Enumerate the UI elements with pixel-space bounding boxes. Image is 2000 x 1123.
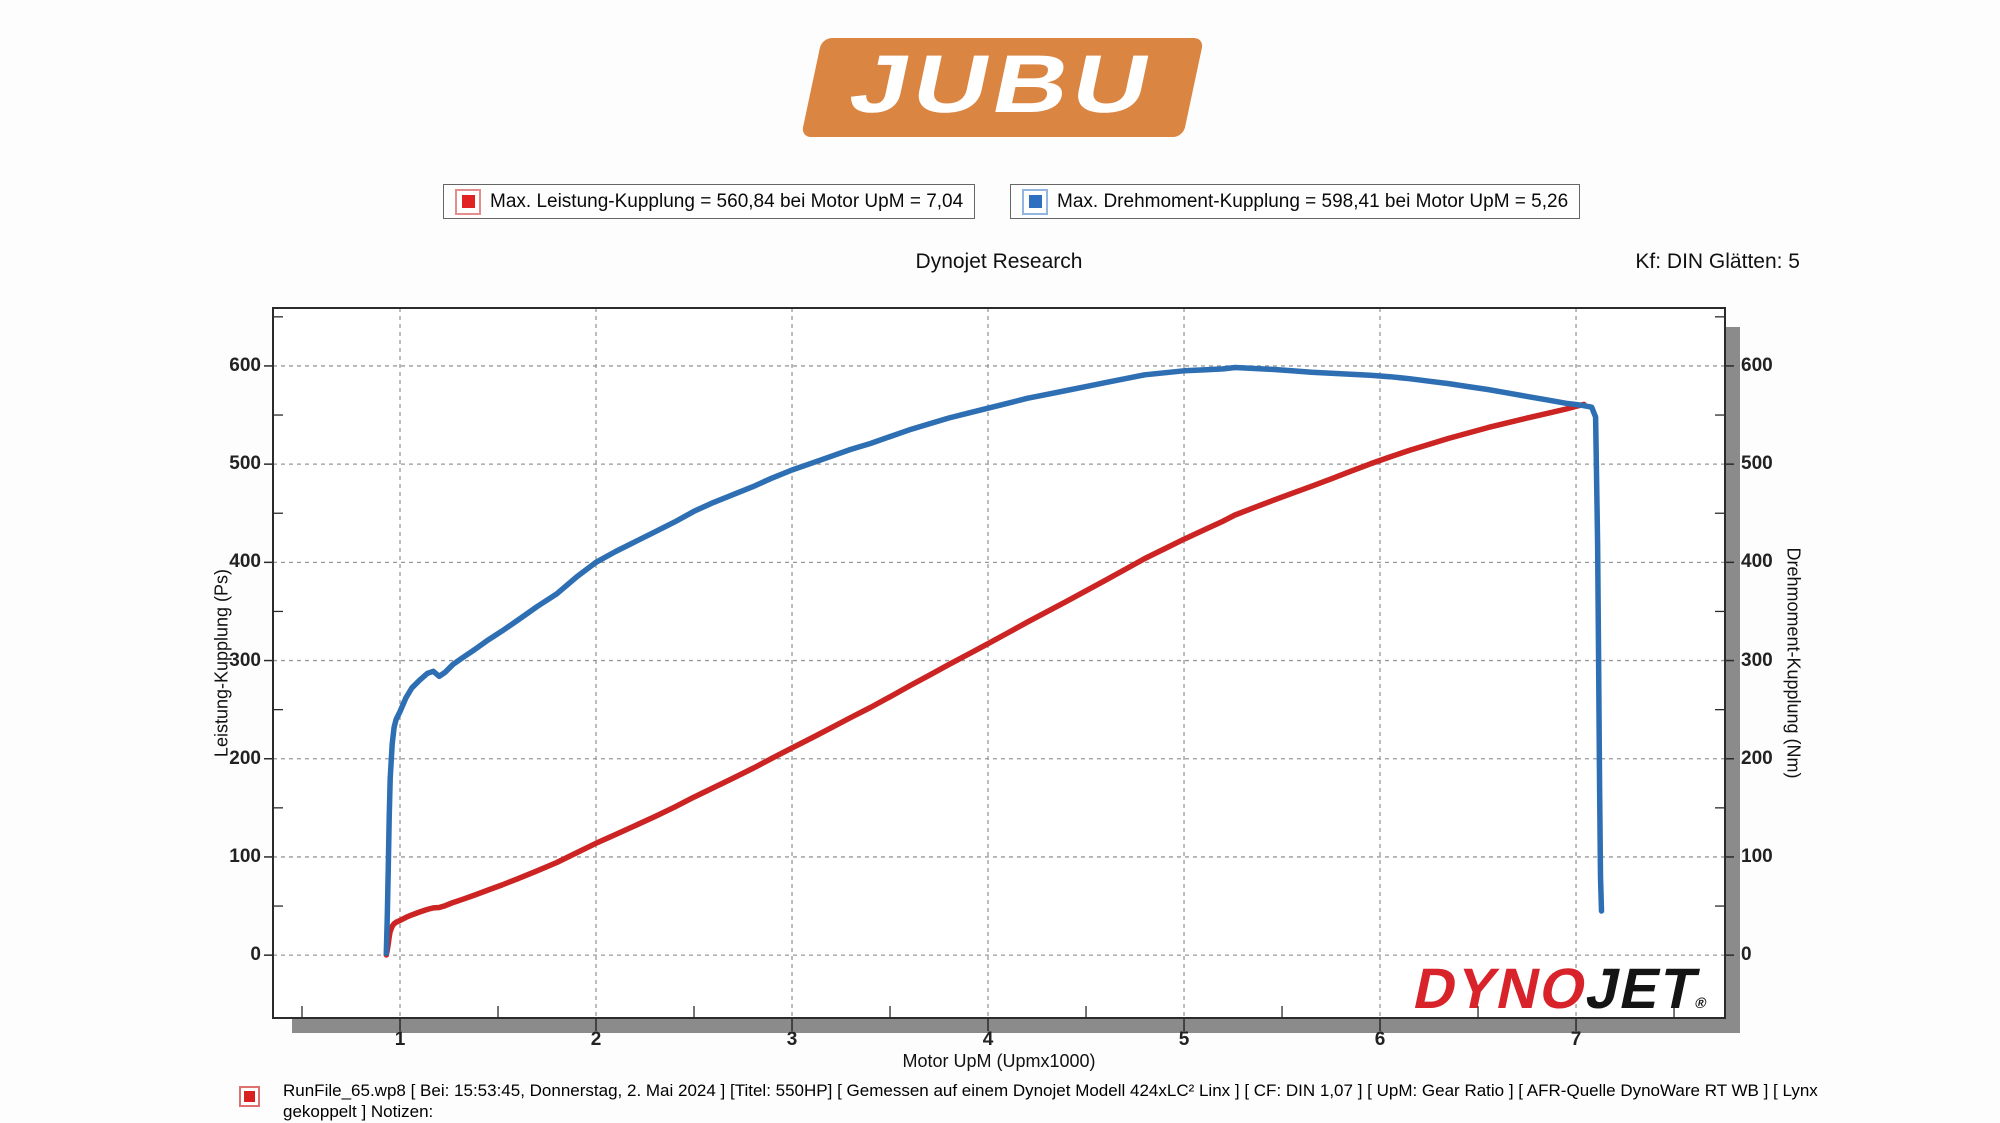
y-axis-tick-label-right: 200 [1741,747,1773,769]
x-axis-tick-label: 3 [786,1029,798,1050]
x-axis-tick-label: 6 [1374,1029,1386,1050]
jubu-logo-text: JUBU [842,38,1164,130]
y-axis-tick-label-right: 300 [1741,649,1773,671]
power-curve [383,401,1587,958]
torque-series-marker-icon [1022,188,1048,215]
power-series-marker-square [461,195,475,208]
run-file-info-line2: gekoppelt ] Notizen: [283,1102,434,1121]
y-axis-tick-label-right: 500 [1741,453,1773,475]
x-axis-tick-label: 4 [982,1029,994,1050]
plot-border [272,307,1726,1019]
chart-plot-area: DYNOJET® [264,307,1734,1031]
power-series-marker-icon [455,188,481,215]
x-axis-title: Motor UpM (Upmx1000) [902,1051,1096,1071]
legend-entry-power: Max. Leistung-Kupplung = 560,84 bei Moto… [443,184,976,219]
dynojet-logo: DYNOJET® [1408,957,1715,1021]
smoothing-factor-label: Kf: DIN Glätten: 5 [1635,250,1800,273]
x-axis-tick-label: 1 [394,1029,406,1050]
x-axis-tick-label: 5 [1178,1029,1190,1050]
dyno-plot [264,307,1734,1031]
legend-entry-torque: Max. Drehmoment-Kupplung = 598,41 bei Mo… [1010,184,1581,219]
legend-label-power: Max. Leistung-Kupplung = 560,84 bei Moto… [490,190,964,212]
run-file-marker-square [244,1091,255,1102]
y-axis-tick-label-right: 600 [1741,354,1773,376]
run-file-info-line1: RunFile_65.wp8 [ Bei: 15:53:45, Donnerst… [283,1081,1818,1100]
dynojet-logo-part2: JET [1580,957,1705,1021]
y-axis-tick-label-left: 300 [229,649,261,671]
x-axis-tick-label: 7 [1570,1029,1582,1050]
y-axis-tick-label-left: 0 [250,944,261,966]
chart-title: Dynojet Research [915,250,1083,273]
y-axis-tick-label-left: 200 [229,747,261,769]
y-axis-tick-label-left: 400 [229,551,261,573]
y-axis-tick-label-left: 100 [229,845,261,867]
run-file-marker-icon [239,1086,260,1107]
run-file-info: RunFile_65.wp8 [ Bei: 15:53:45, Donnerst… [283,1080,1843,1122]
torque-series-marker-square [1028,195,1042,208]
legend-label-torque: Max. Drehmoment-Kupplung = 598,41 bei Mo… [1057,190,1569,212]
y-axis-tick-label-right: 0 [1741,944,1752,966]
y-axis-tick-label-left: 600 [229,354,261,376]
y-axis-tick-label-right: 100 [1741,845,1773,867]
torque-curve [383,364,1605,956]
y-axis-tick-label-right: 400 [1741,551,1773,573]
x-axis-tick-label: 2 [590,1029,602,1050]
dynojet-logo-part1: DYNO [1408,957,1595,1021]
y-axis-tick-label-left: 500 [229,453,261,475]
jubu-logo: JUBU [800,38,1204,137]
